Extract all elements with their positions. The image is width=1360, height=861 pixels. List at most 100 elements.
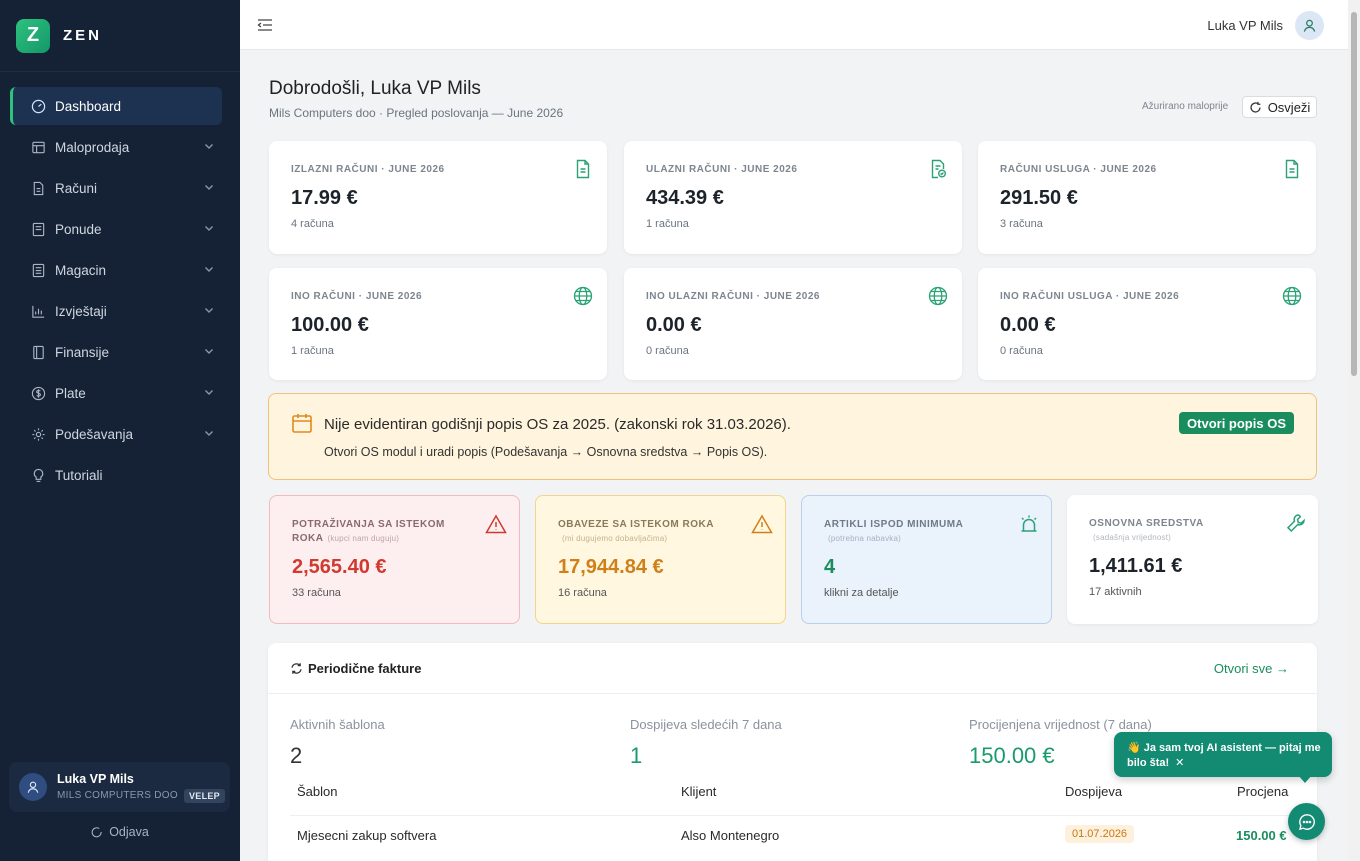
pstat-value: 1 (630, 743, 643, 768)
panel-title: Periodične fakture (290, 661, 421, 676)
stat-card-izlazni[interactable]: IZLAZNI RAČUNI · JUNE 2026 17.99 € 4 rač… (269, 141, 607, 254)
cell-template[interactable]: Mjesecni zakup softvera (297, 828, 437, 843)
sidebar-item-label: Maloprodaja (55, 139, 130, 155)
menu-collapse-icon[interactable] (256, 16, 274, 34)
alert-text: Otvori OS modul i uradi popis (Podešavan… (324, 445, 768, 459)
open-inventory-button[interactable]: Otvori popis OS (1179, 412, 1294, 434)
sidebar-item-label: Ponude (55, 221, 102, 237)
sidebar-item-plate[interactable]: Plate (10, 374, 222, 412)
globe-icon (573, 286, 593, 306)
sidebar-item-dashboard[interactable]: Dashboard (10, 87, 222, 125)
stat-value: 17.99 € (291, 187, 358, 209)
welcome-header: Dobrodošli, Luka VP Mils Mils Computers … (269, 78, 563, 120)
stat-card-ino[interactable]: INO RAČUNI · JUNE 2026 100.00 € 1 računa (269, 268, 607, 380)
kpi-receivables[interactable]: POTRAŽIVANJA SA ISTEKOM ROKA (kupci nam d… (269, 495, 520, 624)
sidebar-item-izvjestaji[interactable]: Izvještaji (10, 292, 222, 330)
top-user-menu[interactable]: Luka VP Mils (1207, 11, 1324, 40)
kpi-hint: (potrebna nabavka) (828, 534, 901, 543)
globe-icon (1282, 286, 1302, 306)
chevron-down-icon (205, 144, 213, 149)
document-icon (1285, 159, 1299, 179)
kpi-low-stock[interactable]: ARTIKLI ISPOD MINIMUMA (potrebna nabavka)… (801, 495, 1052, 624)
scroll-thumb[interactable] (1351, 12, 1357, 376)
kpi-payables[interactable]: OBAVEZE SA ISTEKOM ROKA (mi dugujemo doba… (535, 495, 786, 624)
kpi-count: 16 računa (558, 587, 607, 599)
sidebar-item-label: Plate (55, 385, 86, 401)
column-header-estimate[interactable]: Procjena (1237, 784, 1289, 799)
stat-card-ino-ulazni[interactable]: INO ULAZNI RAČUNI · JUNE 2026 0.00 € 0 r… (624, 268, 962, 380)
company-name: MILS COMPUTERS DOO (57, 790, 178, 801)
inventory-alert: Nije evidentiran godišnji popis OS za 20… (268, 393, 1317, 480)
sidebar-item-finansije[interactable]: Finansije (10, 333, 222, 371)
table-header (290, 784, 1295, 816)
avatar (19, 773, 47, 801)
ai-message: 👋 Ja sam tvoj AI asistent — pitaj me bil… (1127, 742, 1321, 769)
kpi-title: ARTIKLI ISPOD MINIMUMA (824, 519, 964, 530)
globe-icon (928, 286, 948, 306)
chevron-down-icon (205, 349, 213, 354)
kpi-value: 1,411.61 € (1089, 555, 1183, 577)
user-card[interactable]: Luka VP Mils MILS COMPUTERS DOO VELEP (9, 762, 230, 812)
sidebar-item-magacin[interactable]: Magacin (10, 251, 222, 289)
page-subtitle: Mils Computers doo · Pregled poslovanja … (269, 106, 564, 120)
stat-count: 3 računa (1000, 218, 1043, 230)
stat-card-usluge[interactable]: RAČUNI USLUGA · JUNE 2026 291.50 € 3 rač… (978, 141, 1316, 254)
stat-label: RAČUNI USLUGA · JUNE 2026 (1000, 164, 1157, 175)
sidebar-item-racuni[interactable]: Računi (10, 169, 222, 207)
kpi-hint: (kupci nam duguju) (327, 534, 400, 543)
sidebar-item-maloprodaja[interactable]: Maloprodaja (10, 128, 222, 166)
open-all-link[interactable]: Otvori sve → (1213, 661, 1289, 676)
invoice-icon (30, 180, 46, 196)
refresh-icon (1250, 101, 1261, 113)
logout-button[interactable]: Odjava (0, 825, 240, 839)
pstat-value: 2 (290, 743, 303, 768)
column-header-template[interactable]: Šablon (297, 784, 338, 799)
wrench-icon (1286, 514, 1305, 533)
ai-assistant-bubble[interactable]: 👋 Ja sam tvoj AI asistent — pitaj me bil… (1114, 732, 1332, 777)
refresh-button[interactable]: Osvježi (1242, 96, 1317, 118)
sidebar-item-podesavanja[interactable]: Podešavanja (10, 415, 222, 453)
brand-logo[interactable]: Z (16, 18, 50, 53)
stat-label: ULAZNI RAČUNI · JUNE 2026 (646, 164, 798, 175)
store-icon (30, 139, 46, 155)
warning-icon (485, 514, 507, 534)
kpi-fixed-assets[interactable]: OSNOVNA SREDSTVA (sadašnja vrijednost) 1,… (1067, 495, 1318, 624)
stat-count: 0 računa (1000, 345, 1043, 357)
stat-card-ino-usluge[interactable]: INO RAČUNI USLUGA · JUNE 2026 0.00 € 0 r… (978, 268, 1316, 380)
updated-status: Ažurirano maloprije (1142, 101, 1229, 112)
bubble-tail (1298, 775, 1312, 783)
brand-name: ZEN (63, 27, 102, 44)
user-icon (27, 781, 39, 793)
close-icon[interactable]: ✕ (1175, 757, 1185, 769)
chat-button[interactable] (1288, 803, 1325, 840)
cell-estimate: 150.00 € (1236, 828, 1287, 843)
kpi-hint: (mi dugujemo dobavljačima) (562, 534, 668, 543)
chevron-down-icon (205, 185, 213, 190)
sidebar-item-label: Računi (55, 180, 98, 196)
stat-card-ulazni[interactable]: ULAZNI RAČUNI · JUNE 2026 434.39 € 1 rač… (624, 141, 962, 254)
sidebar-item-tutoriali[interactable]: Tutoriali (10, 456, 222, 494)
warehouse-icon (30, 262, 46, 278)
pstat-label: Aktivnih šablona (290, 717, 385, 732)
offer-icon (30, 221, 46, 237)
kpi-hint: (sadašnja vrijednost) (1093, 533, 1172, 542)
logout-icon (91, 827, 102, 838)
top-user-name: Luka VP Mils (1207, 18, 1283, 33)
sidebar-item-ponude[interactable]: Ponude (10, 210, 222, 248)
cell-client: Also Montenegro (681, 828, 780, 843)
brand: Z ZEN (0, 0, 240, 72)
column-header-client[interactable]: Klijent (681, 784, 717, 799)
gauge-icon (30, 98, 46, 114)
sidebar-item-label: Magacin (55, 262, 107, 278)
kpi-count: 33 računa (292, 587, 341, 599)
stat-value: 100.00 € (291, 314, 369, 336)
user-name: Luka VP Mils (57, 771, 134, 786)
panel-header: Periodične fakture Otvori sve → (268, 643, 1317, 694)
sidebar-item-label: Izvještaji (55, 303, 107, 319)
page-scrollbar[interactable] (1348, 0, 1360, 861)
column-header-due[interactable]: Dospijeva (1065, 784, 1123, 799)
alarm-icon (1021, 515, 1037, 532)
chat-icon (1298, 813, 1315, 830)
stat-count: 1 računa (291, 345, 334, 357)
sidebar-item-label: Finansije (55, 344, 110, 360)
